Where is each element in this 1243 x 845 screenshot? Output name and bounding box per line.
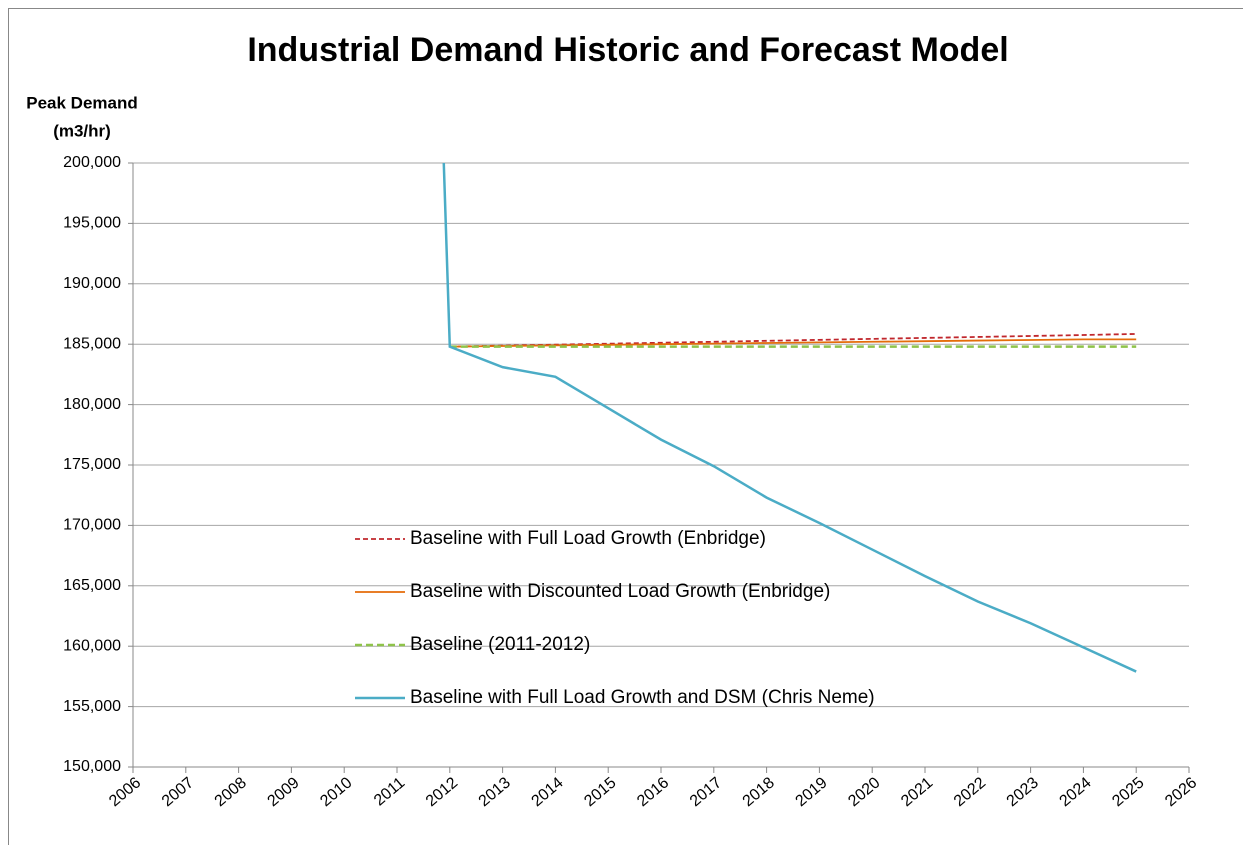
legend-label: Baseline (2011-2012) (410, 634, 590, 655)
chart-title: Industrial Demand Historic and Forecast … (247, 31, 1008, 69)
y-tick-label: 155,000 (63, 698, 121, 715)
series-line (449, 338, 1137, 348)
y-tick-label: 200,000 (63, 154, 121, 171)
y-tick-label: 195,000 (63, 215, 121, 232)
series-line (442, 163, 1137, 673)
legend-label: Baseline with Discounted Load Growth (En… (410, 581, 830, 602)
y-tick-label: 185,000 (63, 335, 121, 352)
y-tick-label: 190,000 (63, 275, 121, 292)
legend-label: Baseline with Full Load Growth and DSM (… (410, 687, 875, 708)
y-tick-label: 170,000 (63, 517, 121, 534)
chart-frame (8, 8, 1243, 845)
y-tick-label: 180,000 (63, 396, 121, 413)
y-tick-label: 165,000 (63, 577, 121, 594)
y-axis-label: Peak Demand (26, 93, 138, 112)
y-tick-label: 160,000 (63, 637, 121, 654)
y-tick-label: 175,000 (63, 456, 121, 473)
plot-area (442, 163, 1137, 673)
legend-label: Baseline with Full Load Growth (Enbridge… (410, 528, 766, 549)
y-axis-label: (m3/hr) (53, 121, 111, 140)
y-tick-label: 150,000 (63, 758, 121, 775)
